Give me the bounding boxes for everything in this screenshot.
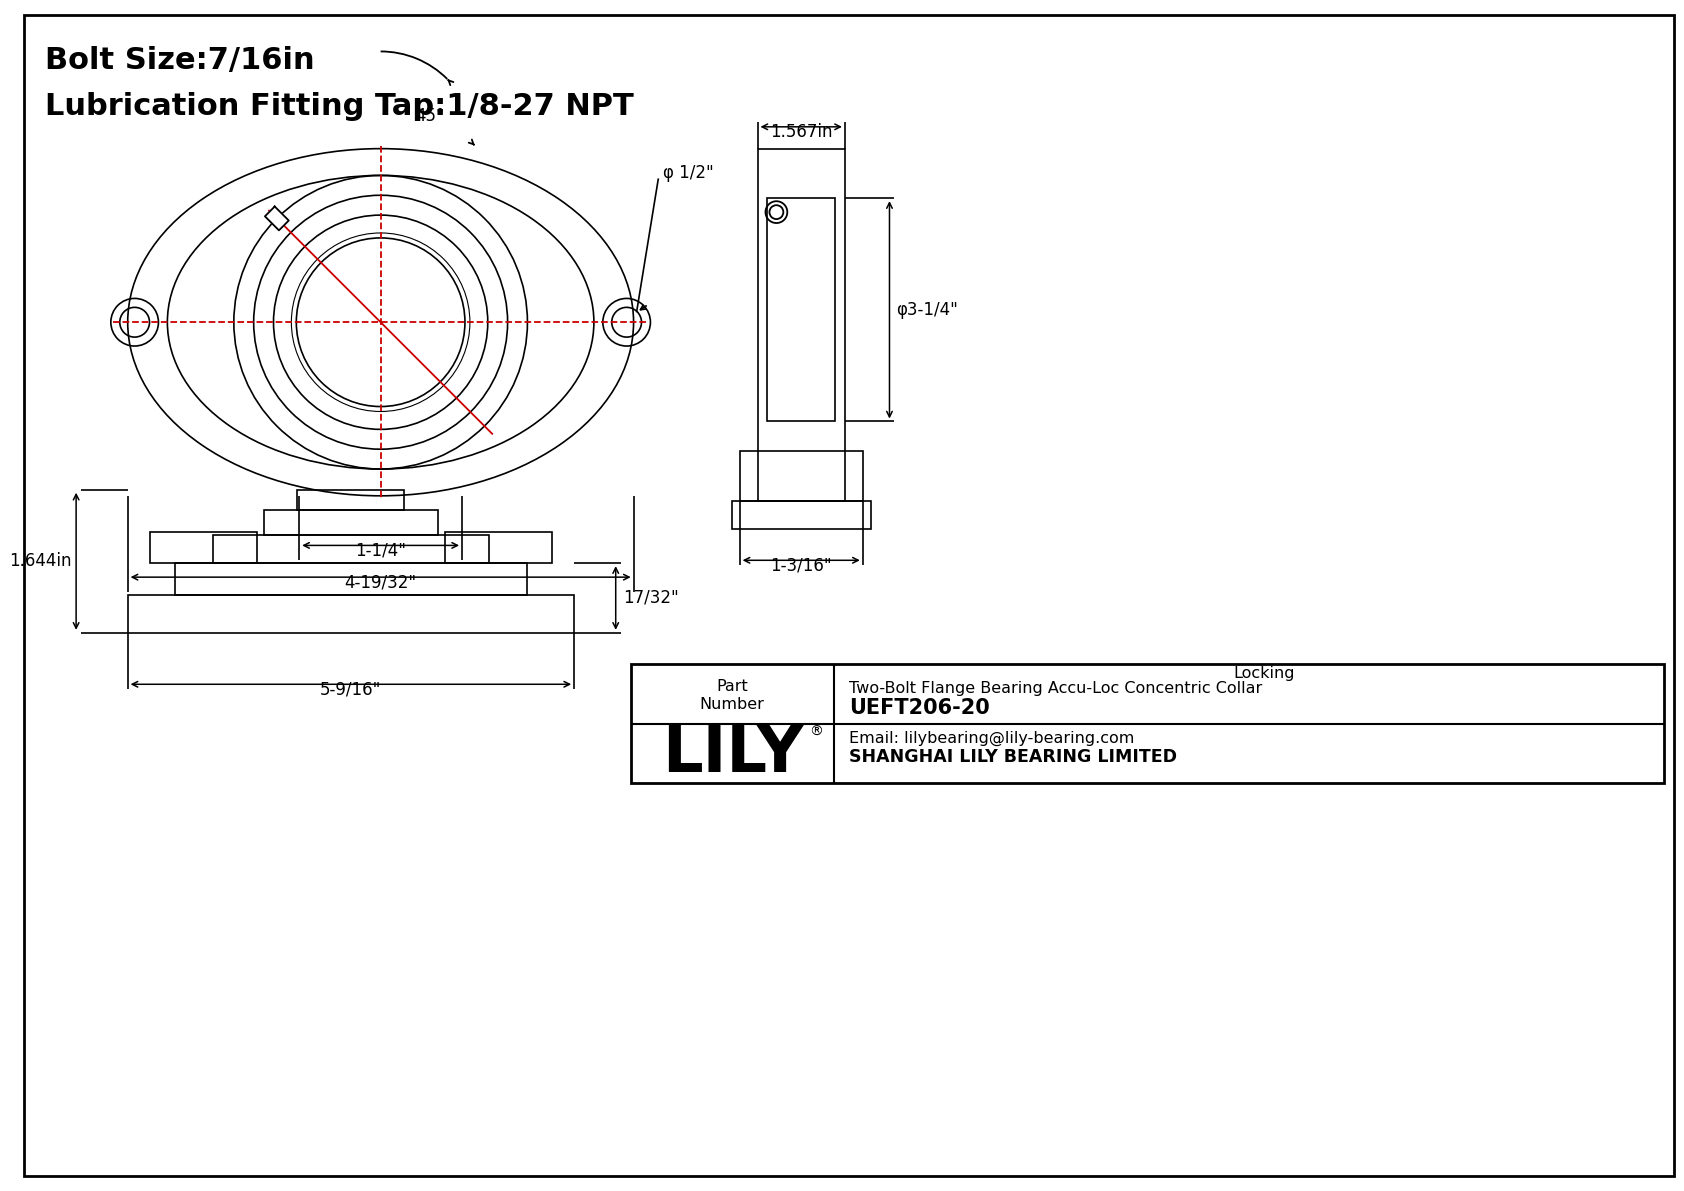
Bar — [758, 149, 845, 500]
Text: Two-Bolt Flange Bearing Accu-Loc Concentric Collar: Two-Bolt Flange Bearing Accu-Loc Concent… — [849, 681, 1261, 696]
Bar — [733, 500, 871, 529]
Text: 5-9/16": 5-9/16" — [320, 680, 382, 698]
Text: φ 1/2": φ 1/2" — [663, 164, 714, 182]
Text: Email: lilybearing@lily-bearing.com: Email: lilybearing@lily-bearing.com — [849, 730, 1135, 746]
Text: UEFT206-20: UEFT206-20 — [849, 698, 990, 718]
Bar — [150, 531, 256, 563]
Text: 1.644in: 1.644in — [8, 553, 71, 570]
Bar — [212, 536, 488, 563]
Bar — [298, 490, 404, 510]
Text: 1-3/16": 1-3/16" — [770, 556, 832, 574]
Text: 17/32": 17/32" — [623, 590, 679, 607]
Text: LILY: LILY — [662, 723, 803, 785]
Text: ®: ® — [808, 725, 823, 740]
Text: 4-19/32": 4-19/32" — [345, 573, 416, 591]
Bar — [128, 596, 574, 632]
Text: φ3-1/4": φ3-1/4" — [896, 301, 958, 319]
Bar — [739, 451, 862, 500]
Text: Locking: Locking — [1233, 667, 1295, 681]
Text: 1.567in: 1.567in — [770, 123, 832, 141]
Bar — [768, 198, 835, 422]
Bar — [264, 510, 438, 536]
Text: Part
Number: Part Number — [701, 679, 765, 711]
Polygon shape — [264, 206, 288, 230]
Bar — [175, 563, 527, 596]
Bar — [630, 665, 1664, 784]
Text: 1-1/4": 1-1/4" — [355, 541, 406, 560]
Text: 45°: 45° — [416, 107, 445, 125]
Text: Bolt Size:7/16in: Bolt Size:7/16in — [45, 46, 315, 75]
Bar — [445, 531, 552, 563]
Text: SHANGHAI LILY BEARING LIMITED: SHANGHAI LILY BEARING LIMITED — [849, 748, 1177, 766]
Text: Lubrication Fitting Tap:1/8-27 NPT: Lubrication Fitting Tap:1/8-27 NPT — [45, 92, 635, 121]
